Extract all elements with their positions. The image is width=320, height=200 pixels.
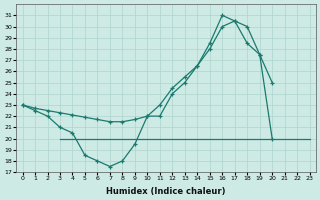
X-axis label: Humidex (Indice chaleur): Humidex (Indice chaleur) [106,187,226,196]
